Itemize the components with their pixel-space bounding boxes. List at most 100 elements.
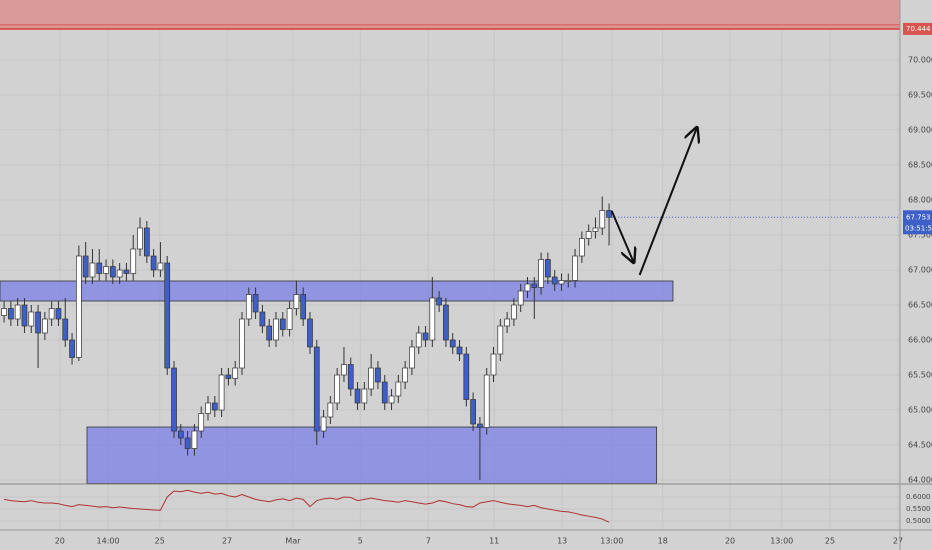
candle-body <box>429 297 436 341</box>
candle-body <box>477 423 483 428</box>
candle-body <box>334 374 341 404</box>
candle-body <box>55 308 62 320</box>
x-tick-label: 11 <box>489 537 499 546</box>
candle-body <box>592 227 599 232</box>
candle-body <box>69 339 75 358</box>
candle-body <box>96 262 103 274</box>
candle-body <box>103 266 109 274</box>
candle-body <box>470 399 476 425</box>
x-tick-label: 27 <box>222 537 232 546</box>
y-tick-label: 0.6000 <box>906 493 931 501</box>
candle-body <box>76 255 82 358</box>
candle-body <box>273 318 279 341</box>
candle-body <box>184 437 191 449</box>
price-badge-label: 67.753 <box>906 213 931 221</box>
candle-body <box>211 402 218 411</box>
y-tick-label: 64.000 <box>908 476 932 485</box>
candle-body <box>8 308 14 320</box>
candle-body <box>157 262 164 271</box>
candle-body <box>449 339 456 348</box>
candle-body <box>375 367 381 383</box>
candle-body <box>551 276 558 285</box>
candle-body <box>130 248 137 274</box>
x-tick-label: 25 <box>825 537 835 546</box>
zone <box>0 280 674 302</box>
candle-body <box>341 364 347 376</box>
x-tick-label: 27 <box>893 537 903 546</box>
price-badge-label: 70.444 <box>906 25 931 33</box>
candle-body <box>293 294 300 309</box>
resistance-zone <box>0 0 900 29</box>
candle-body <box>1 308 7 316</box>
y-tick-label: 0.5000 <box>906 517 931 525</box>
candle-body <box>354 388 361 404</box>
candle-body <box>116 269 123 278</box>
candle-body <box>286 308 293 330</box>
candle-body <box>497 325 504 355</box>
arrow <box>638 128 697 276</box>
arrow <box>610 210 634 262</box>
y-tick-label: 65.500 <box>908 371 932 380</box>
x-tick-label: 13:00 <box>770 537 793 546</box>
x-tick-label: 13:00 <box>600 537 623 546</box>
candle-body <box>327 402 334 418</box>
candle-body <box>361 388 368 404</box>
x-tick-label: 20 <box>725 537 735 546</box>
candle-body <box>14 304 21 320</box>
candle-body <box>381 381 388 404</box>
candle-body <box>415 332 422 348</box>
candle-body <box>409 346 415 369</box>
candle-body <box>422 332 429 341</box>
zone <box>86 426 658 484</box>
x-tick-label: Mar <box>285 537 301 546</box>
candle-body <box>177 430 184 439</box>
candle-body <box>490 353 497 376</box>
candle-body <box>218 374 225 411</box>
candle-body <box>205 402 211 414</box>
candle-body <box>395 381 402 397</box>
y-tick-label: 66.500 <box>908 301 932 310</box>
countdown-label: 03:51:54 <box>905 224 932 232</box>
candle-body <box>28 311 35 327</box>
candle-body <box>585 231 592 239</box>
candle-body <box>164 262 171 369</box>
candle-body <box>48 308 55 320</box>
candle-body <box>82 255 89 278</box>
y-tick-label: 69.000 <box>908 125 932 134</box>
candle-body <box>150 255 157 271</box>
y-tick-label: 65.000 <box>908 406 932 415</box>
x-tick-label: 5 <box>358 537 363 546</box>
candle-body <box>436 297 442 306</box>
y-tick-label: 66.000 <box>908 336 932 345</box>
y-tick-label: 68.000 <box>908 195 932 204</box>
candle-body <box>307 318 313 348</box>
candle-body <box>524 283 531 292</box>
candle-body <box>35 311 41 334</box>
candle-body <box>21 304 28 327</box>
candle-body <box>143 227 150 257</box>
y-tick-label: 68.500 <box>908 160 932 169</box>
candle-body <box>279 318 286 330</box>
candle-body <box>388 395 395 404</box>
candle-body <box>579 238 585 257</box>
candle-body <box>89 262 96 278</box>
candle-body <box>545 259 551 278</box>
candle-body <box>137 227 143 250</box>
candle-body <box>538 259 544 288</box>
candle-body <box>504 318 510 327</box>
candle-body <box>463 353 470 400</box>
candle-body <box>266 325 273 341</box>
candle-body <box>402 367 408 383</box>
candle-body <box>511 304 517 320</box>
price-badge <box>903 22 932 35</box>
candle-body <box>443 304 449 341</box>
candle-body <box>62 318 69 341</box>
candle-body <box>531 283 538 288</box>
candle-body <box>606 210 612 218</box>
indicator-line <box>3 489 610 523</box>
candle-body <box>225 374 232 379</box>
candle-body <box>191 430 198 449</box>
candle-body <box>259 311 266 327</box>
candle-body <box>517 290 524 306</box>
candle-body <box>42 318 48 334</box>
